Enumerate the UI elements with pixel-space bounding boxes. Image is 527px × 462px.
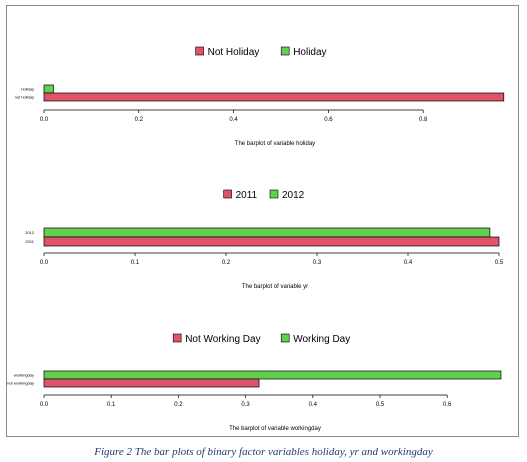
legend-swatch-red-0 bbox=[195, 46, 204, 56]
x-tick-label-2-1: 0.1 bbox=[107, 402, 116, 408]
x-tick-label-1-0: 0.0 bbox=[40, 260, 49, 266]
legend-label-0-1: Holiday bbox=[293, 47, 326, 58]
x-tick-label-2-5: 0.5 bbox=[376, 402, 385, 408]
x-tick-label-1-1: 0.1 bbox=[131, 260, 140, 266]
x-tick-label-2-4: 0.4 bbox=[309, 402, 318, 408]
legend-label-0-0: Not Holiday bbox=[208, 47, 260, 58]
legend-label-2-0: Not Working Day bbox=[185, 334, 260, 345]
x-tick-label-2-2: 0.2 bbox=[174, 402, 183, 408]
x-tick-label-1-2: 0.2 bbox=[222, 260, 231, 266]
category-label-0-1: holiday bbox=[21, 87, 34, 92]
legend-label-2-1: Working Day bbox=[293, 334, 350, 345]
legend-swatch-green-1 bbox=[269, 189, 279, 199]
category-label-1-0: 2011 bbox=[25, 239, 34, 244]
bar-plots: Not Holiday Holiday holiday not holiday 0.0 0… bbox=[7, 46, 505, 432]
legend-swatch-green-2 bbox=[280, 333, 290, 343]
legend-label-1-1: 2012 bbox=[282, 190, 305, 201]
bar-holiday-0 bbox=[43, 84, 54, 94]
x-tick-label-1-5: 0.5 bbox=[495, 260, 504, 266]
x-tick-label-0-0: 0.0 bbox=[40, 117, 49, 123]
x-tick-label-0-4: 0.8 bbox=[419, 117, 428, 123]
bar-2011-1 bbox=[43, 236, 500, 247]
x-tick-label-2-0: 0.0 bbox=[40, 402, 49, 408]
x-tick-label-0-1: 0.2 bbox=[135, 117, 144, 123]
category-label-0-0: not holiday bbox=[15, 95, 34, 100]
x-tick-label-2-6: 0.6 bbox=[443, 402, 452, 408]
x-tick-label-0-3: 0.6 bbox=[324, 117, 333, 123]
category-label-2-0: not workingday bbox=[7, 381, 34, 386]
legend-swatch-red-2 bbox=[172, 333, 182, 343]
legend-swatch-green-0 bbox=[280, 46, 290, 56]
x-tick-label-2-3: 0.3 bbox=[241, 402, 250, 408]
bar-not-workingday-2 bbox=[43, 378, 260, 388]
figure-caption: Figure 2 The bar plots of binary factor … bbox=[94, 446, 433, 458]
category-label-2-1: workingday bbox=[14, 373, 34, 378]
x-axis-label-0: The barplot of variable holiday bbox=[235, 141, 315, 147]
bar-workingday-2 bbox=[43, 370, 502, 380]
bar-not-holiday-0 bbox=[43, 92, 505, 102]
legend-swatch-red-1 bbox=[223, 189, 232, 199]
x-axis-label-1: The barplot of variable yr bbox=[242, 284, 308, 290]
category-label-1-1: 2012 bbox=[25, 230, 35, 235]
figure-frame bbox=[6, 5, 519, 437]
bar-2012-1 bbox=[43, 227, 491, 238]
legend-label-1-0: 2011 bbox=[236, 190, 258, 201]
x-tick-label-1-4: 0.4 bbox=[404, 260, 413, 266]
x-tick-label-0-2: 0.4 bbox=[229, 117, 238, 123]
x-tick-label-1-3: 0.3 bbox=[313, 260, 322, 266]
x-axis-label-2: The barplot of variable workingday bbox=[229, 426, 321, 432]
